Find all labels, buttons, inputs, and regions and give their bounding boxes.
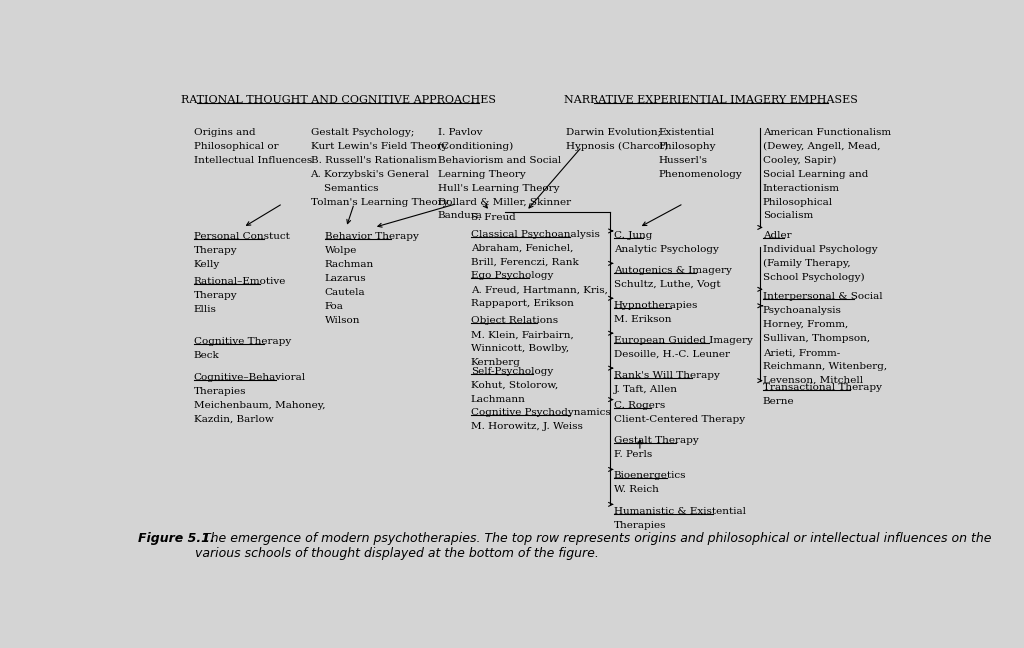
Text: Ego Psychology: Ego Psychology [471, 272, 553, 281]
Text: Figure 5.1.: Figure 5.1. [137, 532, 214, 545]
Text: Psychoanalysis: Psychoanalysis [763, 307, 842, 316]
Text: Foa: Foa [325, 302, 344, 311]
Text: Therapy: Therapy [194, 292, 238, 300]
Text: Interpersonal & Social: Interpersonal & Social [763, 292, 883, 301]
Text: Gestalt Psychology;: Gestalt Psychology; [310, 128, 414, 137]
Text: Wolpe: Wolpe [325, 246, 357, 255]
Text: Socialism: Socialism [763, 211, 813, 220]
Text: Learning Theory: Learning Theory [437, 170, 525, 179]
Text: Hypnotherapies: Hypnotherapies [613, 301, 698, 310]
Text: Rappaport, Erikson: Rappaport, Erikson [471, 299, 573, 308]
Text: Therapy: Therapy [194, 246, 238, 255]
Text: Therapies: Therapies [613, 521, 667, 530]
Text: Social Learning and: Social Learning and [763, 170, 868, 179]
Text: Cautela: Cautela [325, 288, 366, 297]
Text: Cognitive–Behavioral: Cognitive–Behavioral [194, 373, 306, 382]
Text: Reichmann, Witenberg,: Reichmann, Witenberg, [763, 362, 887, 371]
Text: Individual Psychology: Individual Psychology [763, 245, 878, 254]
Text: B. Russell's Rationalism: B. Russell's Rationalism [310, 156, 436, 165]
Text: Rank's Will Therapy: Rank's Will Therapy [613, 371, 720, 380]
Text: Behavior Therapy: Behavior Therapy [325, 233, 419, 242]
Text: Ellis: Ellis [194, 305, 217, 314]
Text: Cognitive Therapy: Cognitive Therapy [194, 337, 291, 346]
Text: Adler: Adler [763, 231, 792, 240]
Text: RATIONAL THOUGHT AND COGNITIVE APPROACHES: RATIONAL THOUGHT AND COGNITIVE APPROACHE… [181, 95, 496, 105]
Text: Tolman's Learning Theory: Tolman's Learning Theory [310, 198, 449, 207]
Text: M. Erikson: M. Erikson [613, 315, 671, 324]
Text: Abraham, Fenichel,: Abraham, Fenichel, [471, 244, 573, 253]
Text: Client-Centered Therapy: Client-Centered Therapy [613, 415, 744, 424]
Text: Darwin Evolution;: Darwin Evolution; [566, 128, 662, 137]
Text: (Conditioning): (Conditioning) [437, 142, 514, 151]
Text: Object Relations: Object Relations [471, 316, 558, 325]
Text: (Family Therapy,: (Family Therapy, [763, 259, 851, 268]
Text: Self-Psychology: Self-Psychology [471, 367, 553, 376]
Text: F. Perls: F. Perls [613, 450, 652, 459]
Text: Personal Constuct: Personal Constuct [194, 233, 290, 242]
Text: Lachmann: Lachmann [471, 395, 525, 404]
Text: European Guided Imagery: European Guided Imagery [613, 336, 753, 345]
Text: Humanistic & Existential: Humanistic & Existential [613, 507, 745, 516]
Text: Behaviorism and Social: Behaviorism and Social [437, 156, 561, 165]
Text: Transactional Therapy: Transactional Therapy [763, 383, 882, 392]
Text: Sullivan, Thompson,: Sullivan, Thompson, [763, 334, 870, 343]
Text: Husserl's: Husserl's [658, 156, 708, 165]
Text: A. Korzybski's General: A. Korzybski's General [310, 170, 429, 179]
Text: A. Freud, Hartmann, Kris,: A. Freud, Hartmann, Kris, [471, 285, 607, 294]
Text: Dollard & Miller, Skinner: Dollard & Miller, Skinner [437, 198, 570, 207]
Text: Origins and: Origins and [194, 128, 256, 137]
Text: Phenomenology: Phenomenology [658, 170, 741, 179]
Text: W. Reich: W. Reich [613, 485, 658, 494]
Text: School Psychology): School Psychology) [763, 273, 864, 282]
Text: Semantics: Semantics [310, 183, 378, 192]
Text: Rational–Emotive: Rational–Emotive [194, 277, 287, 286]
Text: Kelly: Kelly [194, 260, 220, 270]
Text: NARRATIVE EXPERIENTIAL IMAGERY EMPHASES: NARRATIVE EXPERIENTIAL IMAGERY EMPHASES [564, 95, 858, 105]
Text: Philosophical or: Philosophical or [194, 142, 279, 150]
Text: Rachman: Rachman [325, 260, 374, 270]
Text: Cooley, Sapir): Cooley, Sapir) [763, 156, 837, 165]
Text: Existential: Existential [658, 128, 715, 137]
Text: Classical Psychoanalysis: Classical Psychoanalysis [471, 230, 600, 239]
Text: Berne: Berne [763, 397, 795, 406]
Text: Analytic Psychology: Analytic Psychology [613, 245, 719, 254]
Text: American Functionalism: American Functionalism [763, 128, 891, 137]
Text: Gestalt Therapy: Gestalt Therapy [613, 436, 698, 445]
Text: M. Horowitz, J. Weiss: M. Horowitz, J. Weiss [471, 422, 583, 431]
Text: Beck: Beck [194, 351, 219, 360]
Text: C. Jung: C. Jung [613, 231, 652, 240]
Text: Lazarus: Lazarus [325, 274, 367, 283]
Text: Kurt Lewin's Field Theory: Kurt Lewin's Field Theory [310, 142, 447, 150]
Text: Horney, Fromm,: Horney, Fromm, [763, 320, 848, 329]
Text: C. Rogers: C. Rogers [613, 401, 665, 410]
Text: S. Freud: S. Freud [471, 213, 516, 222]
Text: Schultz, Luthe, Vogt: Schultz, Luthe, Vogt [613, 281, 720, 290]
Text: J. Taft, Allen: J. Taft, Allen [613, 385, 678, 393]
Text: Kernberg: Kernberg [471, 358, 521, 367]
Text: Desoille, H.-C. Leuner: Desoille, H.-C. Leuner [613, 350, 730, 359]
Text: Kazdin, Barlow: Kazdin, Barlow [194, 415, 273, 424]
Text: Autogenics & Imagery: Autogenics & Imagery [613, 266, 731, 275]
Text: M. Klein, Fairbairn,: M. Klein, Fairbairn, [471, 330, 573, 340]
Text: (Dewey, Angell, Mead,: (Dewey, Angell, Mead, [763, 142, 881, 151]
Text: Winnicott, Bowlby,: Winnicott, Bowlby, [471, 344, 569, 353]
Text: Bandura: Bandura [437, 211, 482, 220]
Text: Kohut, Stolorow,: Kohut, Stolorow, [471, 381, 558, 390]
Text: Hull's Learning Theory: Hull's Learning Theory [437, 183, 559, 192]
Text: Hypnosis (Charcot): Hypnosis (Charcot) [566, 142, 669, 151]
Text: Meichenbaum, Mahoney,: Meichenbaum, Mahoney, [194, 401, 326, 410]
Text: I. Pavlov: I. Pavlov [437, 128, 482, 137]
Text: Philosophy: Philosophy [658, 142, 716, 150]
Text: Wilson: Wilson [325, 316, 360, 325]
Text: The emergence of modern psychotherapies. The top row represents origins and phil: The emergence of modern psychotherapies.… [195, 532, 991, 560]
Text: Levenson, Mitchell: Levenson, Mitchell [763, 376, 863, 385]
Text: Philosophical: Philosophical [763, 198, 833, 207]
Text: Intellectual Influences: Intellectual Influences [194, 156, 312, 165]
Text: Brill, Ferenczi, Rank: Brill, Ferenczi, Rank [471, 258, 579, 267]
Text: Therapies: Therapies [194, 387, 247, 396]
Text: Bioenergetics: Bioenergetics [613, 471, 686, 480]
Text: Arieti, Fromm-: Arieti, Fromm- [763, 348, 840, 357]
Text: Interactionism: Interactionism [763, 183, 840, 192]
Text: Cognitive Psychodynamics: Cognitive Psychodynamics [471, 408, 610, 417]
